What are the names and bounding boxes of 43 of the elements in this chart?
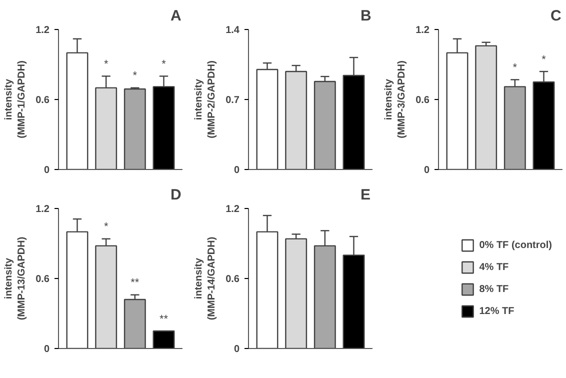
y-axis-title: intensity (MMP-14/GAPDH): [193, 236, 218, 320]
legend-label: 8% TF: [479, 284, 509, 294]
data-label: **: [130, 277, 140, 290]
bar: [152, 330, 175, 348]
y-tick-label: 0: [44, 165, 50, 176]
y-tick-label: 0.6: [226, 274, 240, 285]
y-tick-label: 0.6: [416, 95, 430, 106]
y-tick-label: 1.2: [416, 25, 430, 36]
y-axis-title: intensity (MMP-1/GAPDH): [3, 60, 28, 138]
bar: [314, 80, 336, 170]
y-tick-label: 0: [424, 165, 430, 176]
data-label: *: [104, 221, 109, 234]
y-axis-title: intensity (MMP-3/GAPDH): [383, 60, 408, 138]
y-tick-label: 0: [44, 344, 50, 355]
chart-title: E: [360, 186, 371, 204]
y-tick-label: 1.2: [226, 204, 240, 215]
data-label: **: [159, 313, 169, 326]
chart-title: D: [170, 186, 182, 204]
bar: [475, 45, 498, 170]
data-label: *: [162, 58, 167, 71]
data-label: *: [104, 58, 109, 71]
data-label: *: [132, 70, 138, 82]
y-tick-label: 0.7: [226, 95, 240, 106]
y-tick-label: 1.4: [226, 25, 240, 36]
bar: [285, 238, 308, 348]
y-axis-title: intensity (MMP-2/GAPDH): [193, 60, 218, 138]
y-tick-label: 1.2: [36, 204, 50, 215]
y-tick-label: 0: [234, 165, 240, 176]
y-axis-title: intensity (MMP-13/GAPDH): [3, 236, 28, 320]
chart-title: A: [170, 8, 182, 24]
data-label: *: [512, 62, 518, 74]
y-tick-label: 0: [234, 344, 240, 355]
bar: [124, 88, 146, 170]
y-tick-label: 1.2: [36, 25, 50, 36]
chart-title: B: [360, 8, 372, 24]
chart-title: C: [550, 8, 562, 24]
bar: [124, 298, 146, 348]
legend-label: 12% TF: [479, 306, 514, 316]
data-label: *: [542, 54, 547, 66]
legend-label: 0% TF (control): [479, 240, 552, 250]
y-tick-label: 0.6: [36, 95, 50, 106]
y-tick-label: 0.6: [36, 274, 50, 285]
legend-label: 4% TF: [479, 262, 509, 272]
